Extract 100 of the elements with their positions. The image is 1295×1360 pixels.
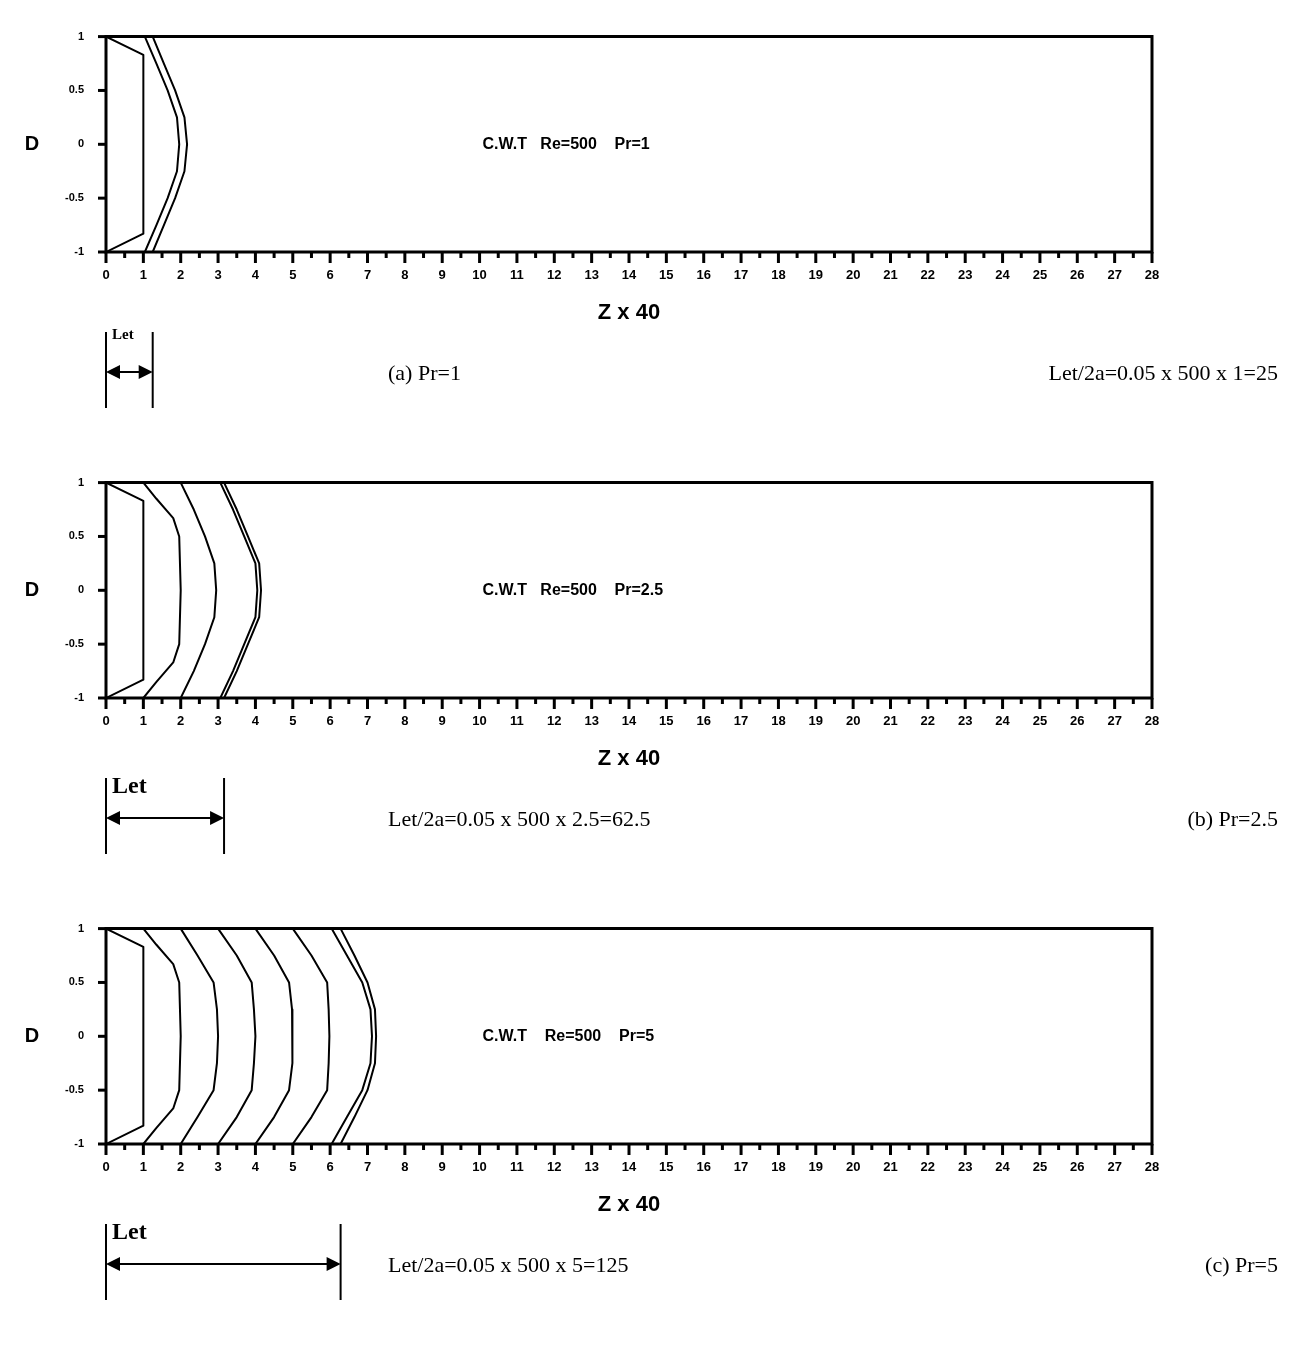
- y-tick-label: 0.5: [68, 529, 84, 542]
- x-tick-label: 12: [547, 1159, 562, 1175]
- x-tick-label: 5: [289, 1159, 297, 1175]
- x-tick-label: 20: [845, 713, 861, 729]
- x-tick-label: 7: [363, 267, 372, 283]
- y-tick-label: -0.5: [65, 1083, 84, 1096]
- x-tick-label: 3: [214, 267, 222, 283]
- x-tick-label: 15: [659, 713, 674, 729]
- x-tick-label: 23: [957, 713, 973, 729]
- x-tick-label: 13: [584, 713, 599, 729]
- x-tick-label: 27: [1107, 1159, 1122, 1175]
- x-tick-label: 27: [1107, 267, 1122, 283]
- x-tick-label: 26: [1070, 267, 1085, 283]
- x-tick-label: 16: [696, 267, 711, 283]
- x-tick-label: 20: [845, 1159, 861, 1175]
- y-tick-label: -1: [74, 691, 84, 704]
- y-tick-label: -0.5: [65, 637, 84, 650]
- x-tick-label: 8: [401, 713, 409, 729]
- annotation: C.W.T Re=500 Pr=2.5: [482, 580, 664, 598]
- y-tick-label: 0.5: [68, 83, 84, 96]
- annotation: C.W.T Re=500 Pr=5: [482, 1026, 655, 1044]
- x-tick-label: 9: [438, 1159, 446, 1175]
- x-tick-label: 16: [696, 1159, 711, 1175]
- x-tick-label: 28: [1144, 267, 1160, 283]
- x-tick-label: 8: [401, 267, 409, 283]
- annotation: C.W.T Re=500 Pr=1: [482, 134, 650, 152]
- x-tick-label: 8: [401, 1159, 409, 1175]
- x-tick-label: 22: [920, 267, 936, 283]
- text: Let: [112, 772, 147, 799]
- x-tick-label: 23: [957, 1159, 973, 1175]
- x-tick-label: 19: [808, 1159, 824, 1175]
- x-tick-label: 0: [102, 713, 110, 729]
- y-tick-label: 0: [77, 583, 84, 596]
- x-tick-label: 4: [251, 713, 260, 729]
- x-tick-label: 25: [1032, 713, 1048, 729]
- x-tick-label: 10: [472, 1159, 487, 1175]
- x-tick-label: 19: [808, 713, 824, 729]
- text: Let: [112, 326, 134, 343]
- x-tick-label: 27: [1107, 713, 1122, 729]
- x-tick-label: 16: [696, 713, 711, 729]
- y-axis-title: D: [24, 131, 40, 154]
- text: Let/2a=0.05 x 500 x 2.5=62.5: [388, 806, 651, 832]
- x-tick-label: 18: [771, 713, 786, 729]
- text: Let/2a=0.05 x 500 x 5=125: [388, 1252, 629, 1278]
- x-tick-label: 4: [251, 1159, 260, 1175]
- x-tick-label: 15: [659, 267, 674, 283]
- x-tick-label: 11: [510, 713, 524, 729]
- x-tick-label: 21: [883, 1159, 898, 1175]
- x-tick-label: 28: [1144, 1159, 1160, 1175]
- x-tick-label: 21: [883, 713, 898, 729]
- y-tick-label: -0.5: [65, 191, 84, 204]
- x-tick-label: 7: [363, 713, 372, 729]
- x-tick-label: 25: [1032, 1159, 1048, 1175]
- x-axis-title: Z x 40: [597, 298, 661, 324]
- x-tick-label: 19: [808, 267, 824, 283]
- text: (a) Pr=1: [388, 360, 461, 386]
- y-axis-title: D: [24, 577, 40, 600]
- x-tick-label: 14: [621, 713, 637, 729]
- y-tick-label: 1: [77, 475, 84, 488]
- x-tick-label: 11: [510, 267, 524, 283]
- x-tick-label: 24: [995, 267, 1011, 283]
- x-tick-label: 6: [326, 713, 334, 729]
- text: (b) Pr=2.5: [1187, 806, 1278, 832]
- x-tick-label: 22: [920, 713, 936, 729]
- y-tick-label: -1: [74, 1137, 84, 1150]
- x-tick-label: 0: [102, 267, 110, 283]
- x-tick-label: 23: [957, 267, 973, 283]
- text: Let/2a=0.05 x 500 x 1=25: [1048, 360, 1278, 386]
- x-tick-label: 7: [363, 1159, 372, 1175]
- x-tick-label: 2: [177, 267, 185, 283]
- x-tick-label: 1: [139, 267, 147, 283]
- y-axis-title: D: [24, 1023, 40, 1046]
- x-tick-label: 4: [251, 267, 260, 283]
- x-tick-label: 5: [289, 713, 297, 729]
- x-tick-label: 12: [547, 713, 562, 729]
- x-tick-label: 10: [472, 267, 487, 283]
- x-tick-label: 0: [102, 1159, 110, 1175]
- text: (c) Pr=5: [1205, 1252, 1278, 1278]
- x-tick-label: 11: [510, 1159, 524, 1175]
- x-tick-label: 18: [771, 1159, 786, 1175]
- x-tick-label: 17: [733, 267, 749, 283]
- x-tick-label: 1: [139, 1159, 147, 1175]
- x-tick-label: 12: [547, 267, 562, 283]
- x-tick-label: 28: [1144, 713, 1160, 729]
- x-tick-label: 2: [177, 713, 185, 729]
- y-tick-label: 0: [77, 137, 84, 150]
- x-tick-label: 26: [1070, 1159, 1085, 1175]
- x-tick-label: 14: [621, 267, 637, 283]
- x-tick-label: 13: [584, 1159, 599, 1175]
- x-tick-label: 17: [733, 713, 749, 729]
- x-axis-title: Z x 40: [597, 1190, 661, 1216]
- text: Let: [112, 1218, 147, 1245]
- x-tick-label: 21: [883, 267, 898, 283]
- x-tick-label: 6: [326, 267, 334, 283]
- y-tick-label: 1: [77, 921, 84, 934]
- x-tick-label: 2: [177, 1159, 185, 1175]
- x-tick-label: 24: [995, 1159, 1011, 1175]
- x-tick-label: 10: [472, 713, 487, 729]
- x-tick-label: 24: [995, 713, 1011, 729]
- x-tick-label: 13: [584, 267, 599, 283]
